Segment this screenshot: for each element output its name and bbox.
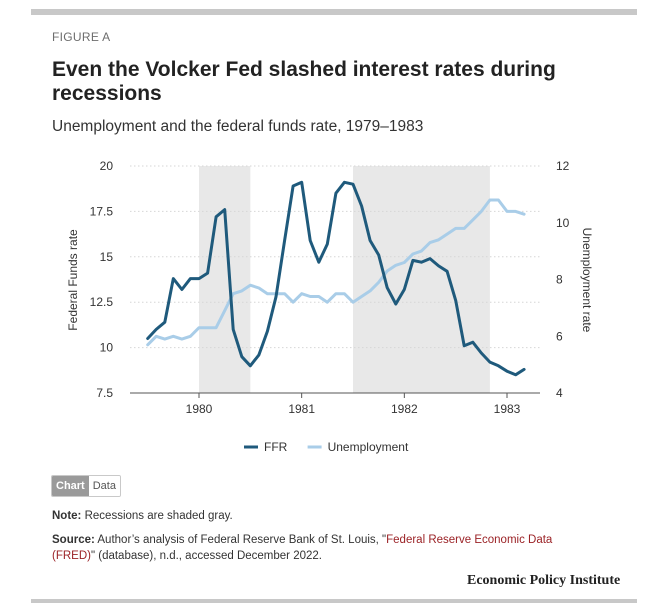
right-tick-label: 10 xyxy=(556,216,570,230)
chart-title: Even the Volcker Fed slashed interest ra… xyxy=(52,58,556,105)
chart-subtitle: Unemployment and the federal funds rate,… xyxy=(52,118,424,135)
note: Note: Recessions are shaded gray. xyxy=(52,510,233,522)
left-tick-label: 7.5 xyxy=(96,386,113,400)
left-axis-title: Federal Funds rate xyxy=(66,229,80,331)
source-text-after: " (database), n.d., accessed December 20… xyxy=(90,550,322,562)
note-text: Recessions are shaded gray. xyxy=(84,510,233,522)
source-label: Source: xyxy=(52,534,95,546)
left-tick-label: 15 xyxy=(100,250,114,264)
note-label: Note: xyxy=(52,510,82,522)
top-rule xyxy=(31,9,637,15)
chart-area: 7.5 10 12.5 15 17.5 20 4 6 8 10 12 1980 1981 1982 1983… xyxy=(66,159,594,454)
right-tick-label: 6 xyxy=(556,329,563,343)
epi-logo: Economic Policy Institute xyxy=(467,573,621,588)
left-tick-label: 20 xyxy=(100,159,114,173)
x-tick-label: 1982 xyxy=(391,402,418,416)
x-tick-label: 1983 xyxy=(494,402,521,416)
left-tick-label: 10 xyxy=(100,341,114,355)
left-tick-label: 17.5 xyxy=(90,204,114,218)
data-tab[interactable]: Data xyxy=(88,476,120,496)
legend-label-unemployment: Unemployment xyxy=(328,440,409,454)
x-tick-label: 1980 xyxy=(186,402,213,416)
x-tick-label: 1981 xyxy=(288,402,315,416)
chart-tab[interactable]: Chart xyxy=(52,476,89,496)
right-tick-label: 4 xyxy=(556,386,563,400)
source-text-before: Author’s analysis of Federal Reserve Ban… xyxy=(97,534,387,546)
chart-data-toggle: Chart Data xyxy=(51,475,121,497)
series-line-unemployment xyxy=(146,198,526,347)
bottom-rule xyxy=(31,599,637,603)
right-axis-title: Unemployment rate xyxy=(580,228,594,333)
recession-band-2 xyxy=(353,166,490,393)
left-tick-label: 12.5 xyxy=(90,295,114,309)
right-tick-label: 12 xyxy=(556,159,570,173)
source-link[interactable]: Federal Reserve Economic Data (FRED) xyxy=(52,534,553,562)
source: Source: Author’s analysis of Federal Res… xyxy=(52,532,597,564)
legend-label-ffr: FFR xyxy=(264,440,288,454)
series-line-ffr xyxy=(146,180,526,377)
figure-label: FIGURE A xyxy=(52,30,111,44)
right-tick-label: 8 xyxy=(556,273,563,287)
